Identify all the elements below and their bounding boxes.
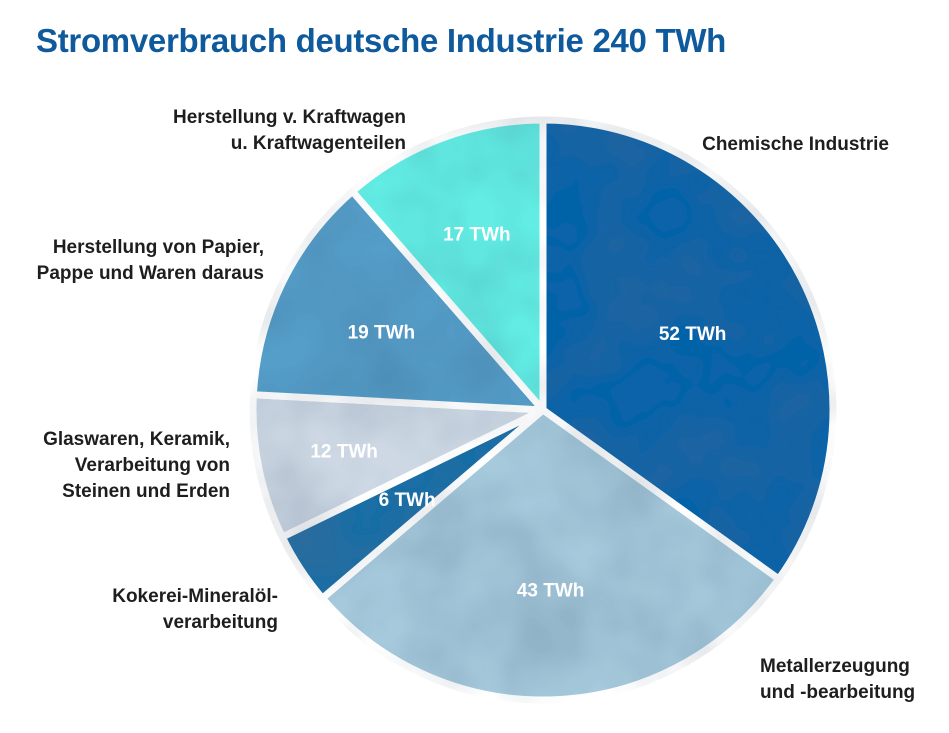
pie-slice xyxy=(318,406,783,704)
pie-slice xyxy=(348,116,547,414)
slice-value-label: 19 TWh xyxy=(348,322,416,343)
pie-slice xyxy=(539,116,837,583)
slice-value-label: 52 TWh xyxy=(659,324,727,345)
slice-category-label: Glaswaren, Keramik, Verarbeitung von Stein… xyxy=(43,429,230,502)
pie-slice xyxy=(249,187,547,414)
slice-category-label: Kokerei-Mineralöl-verarbeitung xyxy=(112,586,278,633)
slice-category-label: Herstellung von Papier, Pappe und Waren d… xyxy=(37,237,264,284)
slice-category-label: Herstellung v. Kraftwagen u. Kraftwagente… xyxy=(173,107,406,154)
slice-value-label: 17 TWh xyxy=(443,225,511,246)
slice-category-label: Metallerzeugung und -bearbeitung xyxy=(760,656,915,703)
slice-value-label: 6 TWh xyxy=(379,490,436,511)
slice-value-label: 43 TWh xyxy=(517,581,585,602)
slice-value-label: 12 TWh xyxy=(310,441,378,462)
chart-title: Stromverbrauch deutsche Industrie 240 TW… xyxy=(36,22,727,59)
pie-slice xyxy=(249,391,547,541)
slice-category-label: Chemische Industrie xyxy=(702,134,889,155)
